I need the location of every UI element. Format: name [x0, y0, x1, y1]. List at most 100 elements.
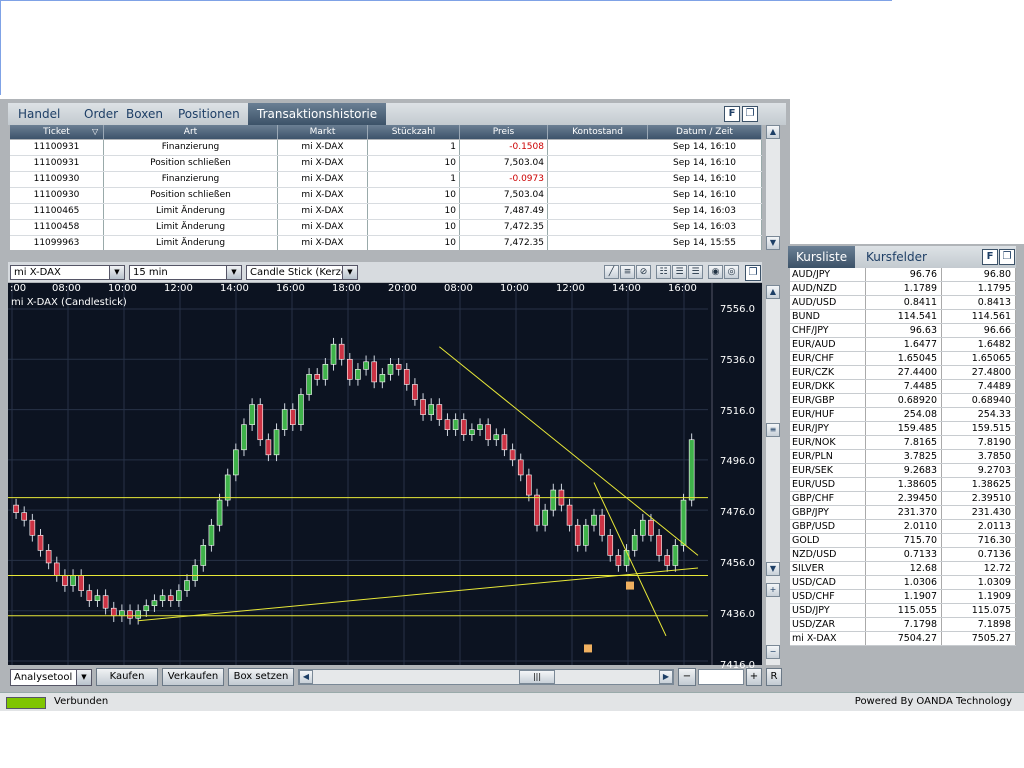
chevron-down-icon[interactable]: ▼ [226, 266, 241, 279]
quote-row[interactable]: BUND 114.541 114.561 [790, 310, 1016, 324]
sell-button[interactable]: Verkaufen [162, 668, 224, 686]
tab-positionen[interactable]: Positionen [178, 107, 240, 121]
quote-ask[interactable]: 716.30 [942, 534, 1016, 547]
scroll-up-icon[interactable]: ▲ [766, 285, 780, 299]
scroll-down-icon[interactable]: ▼ [766, 236, 780, 250]
settings-icon[interactable]: ◎ [724, 265, 739, 279]
quote-ask[interactable]: 27.4800 [942, 366, 1016, 379]
quote-row[interactable]: EUR/PLN 3.7825 3.7850 [790, 450, 1016, 464]
quote-ask[interactable]: 96.66 [942, 324, 1016, 337]
quote-ask[interactable]: 2.0113 [942, 520, 1016, 533]
quote-row[interactable]: AUD/NZD 1.1789 1.1795 [790, 282, 1016, 296]
quote-bid[interactable]: 0.8411 [866, 296, 942, 309]
quote-bid[interactable]: 114.541 [866, 310, 942, 323]
table-row[interactable]: 11100930 Position schließen mi X-DAX 10 7,50… [10, 188, 762, 204]
fibonacci-icon[interactable]: ⊘ [636, 265, 651, 279]
quote-ask[interactable]: 7.8190 [942, 436, 1016, 449]
quote-row[interactable]: EUR/USD 1.38605 1.38625 [790, 478, 1016, 492]
quote-bid[interactable]: 7.1798 [866, 618, 942, 631]
quote-row[interactable]: EUR/NOK 7.8165 7.8190 [790, 436, 1016, 450]
zoom-in-button[interactable]: + [746, 668, 762, 686]
quote-row[interactable]: EUR/JPY 159.485 159.515 [790, 422, 1016, 436]
quote-ask[interactable]: 0.68940 [942, 394, 1016, 407]
quote-bid[interactable]: 7.8165 [866, 436, 942, 449]
quote-bid[interactable]: 159.485 [866, 422, 942, 435]
quote-row[interactable]: EUR/DKK 7.4485 7.4489 [790, 380, 1016, 394]
quote-bid[interactable]: 231.370 [866, 506, 942, 519]
quote-bid[interactable]: 7504.27 [866, 632, 942, 645]
detach-window-icon[interactable]: ❐ [742, 106, 758, 122]
col-datum[interactable]: Datum / Zeit [648, 125, 762, 139]
quote-ask[interactable]: 7.4489 [942, 380, 1016, 393]
quote-row[interactable]: USD/JPY 115.055 115.075 [790, 604, 1016, 618]
table-row[interactable]: 11100931 Finanzierung mi X-DAX 1 -0.1508 Sep … [10, 140, 762, 156]
levels-icon[interactable]: ☰ [672, 265, 687, 279]
quote-bid[interactable]: 0.7133 [866, 548, 942, 561]
table-row[interactable]: 11100465 Limit Änderung mi X-DAX 10 7,487.49… [10, 204, 762, 220]
quote-ask[interactable]: 7505.27 [942, 632, 1016, 645]
price-chart[interactable]: mi X-DAX (Candlestick) [8, 283, 762, 665]
col-ticket[interactable]: Ticket [10, 125, 104, 139]
quote-row[interactable]: EUR/CZK 27.4400 27.4800 [790, 366, 1016, 380]
interval-select[interactable]: 15 min ▼ [129, 265, 242, 280]
quote-row[interactable]: AUD/JPY 96.76 96.80 [790, 268, 1016, 282]
grid-icon[interactable]: ☷ [656, 265, 671, 279]
chevron-down-icon[interactable]: ▼ [76, 670, 91, 685]
quote-ask[interactable]: 1.65065 [942, 352, 1016, 365]
quote-bid[interactable]: 1.1907 [866, 590, 942, 603]
quote-row[interactable]: EUR/GBP 0.68920 0.68940 [790, 394, 1016, 408]
quote-bid[interactable]: 12.68 [866, 562, 942, 575]
zoom-field[interactable] [698, 669, 744, 685]
trendline-icon[interactable]: ╱ [604, 265, 619, 279]
table-row[interactable]: 11100930 Finanzierung mi X-DAX 1 -0.0973 Sep … [10, 172, 762, 188]
quote-row[interactable]: GOLD 715.70 716.30 [790, 534, 1016, 548]
quote-ask[interactable]: 3.7850 [942, 450, 1016, 463]
f-button[interactable]: F [724, 106, 740, 122]
quote-ask[interactable]: 231.430 [942, 506, 1016, 519]
quote-ask[interactable]: 7.1898 [942, 618, 1016, 631]
quote-row[interactable]: EUR/SEK 9.2683 9.2703 [790, 464, 1016, 478]
detach-window-icon[interactable]: ❐ [745, 265, 761, 281]
quote-row[interactable]: USD/CAD 1.0306 1.0309 [790, 576, 1016, 590]
quote-bid[interactable]: 9.2683 [866, 464, 942, 477]
quote-row[interactable]: NZD/USD 0.7133 0.7136 [790, 548, 1016, 562]
quote-ask[interactable]: 1.38625 [942, 478, 1016, 491]
quote-row[interactable]: EUR/CHF 1.65045 1.65065 [790, 352, 1016, 366]
zoom-in-icon[interactable]: ◉ [708, 265, 723, 279]
chevron-down-icon[interactable]: ▼ [109, 266, 124, 279]
quote-bid[interactable]: 1.6477 [866, 338, 942, 351]
quote-ask[interactable]: 159.515 [942, 422, 1016, 435]
tab-order[interactable]: Order [84, 107, 119, 121]
quote-row[interactable]: GBP/CHF 2.39450 2.39510 [790, 492, 1016, 506]
col-markt[interactable]: Markt [278, 125, 368, 139]
charttype-select[interactable]: Candle Stick (Kerze ▼ [246, 265, 358, 280]
quote-row[interactable]: EUR/AUD 1.6477 1.6482 [790, 338, 1016, 352]
col-preis[interactable]: Preis [460, 125, 548, 139]
hlines-icon[interactable]: ☰ [688, 265, 703, 279]
quote-bid[interactable]: 1.0306 [866, 576, 942, 589]
tab-handel[interactable]: Handel [18, 107, 61, 121]
scroll-right-icon[interactable]: ▶ [659, 670, 673, 684]
col-kontostand[interactable]: Kontostand [548, 125, 648, 139]
quote-ask[interactable]: 115.075 [942, 604, 1016, 617]
quote-ask[interactable]: 12.72 [942, 562, 1016, 575]
quote-row[interactable]: USD/ZAR 7.1798 7.1898 [790, 618, 1016, 632]
analysetool-select[interactable]: Analysetool ▼ [10, 669, 92, 686]
quote-bid[interactable]: 1.1789 [866, 282, 942, 295]
quote-bid[interactable]: 96.63 [866, 324, 942, 337]
quote-ask[interactable]: 0.8413 [942, 296, 1016, 309]
quote-row[interactable]: EUR/HUF 254.08 254.33 [790, 408, 1016, 422]
zoom-plus-icon[interactable]: + [766, 583, 780, 597]
quote-ask[interactable]: 114.561 [942, 310, 1016, 323]
scroll-down-icon[interactable]: ▼ [766, 562, 780, 576]
quote-bid[interactable]: 2.0110 [866, 520, 942, 533]
quote-row[interactable]: AUD/USD 0.8411 0.8413 [790, 296, 1016, 310]
quote-bid[interactable]: 715.70 [866, 534, 942, 547]
chart-hscrollbar[interactable]: ◀ ||| ▶ [298, 669, 674, 685]
f-button[interactable]: F [982, 249, 998, 265]
tab-kursliste[interactable]: Kursliste [788, 246, 856, 268]
quote-ask[interactable]: 2.39510 [942, 492, 1016, 505]
buy-button[interactable]: Kaufen [96, 668, 158, 686]
instrument-select[interactable]: mi X-DAX ▼ [10, 265, 125, 280]
quote-bid[interactable]: 115.055 [866, 604, 942, 617]
